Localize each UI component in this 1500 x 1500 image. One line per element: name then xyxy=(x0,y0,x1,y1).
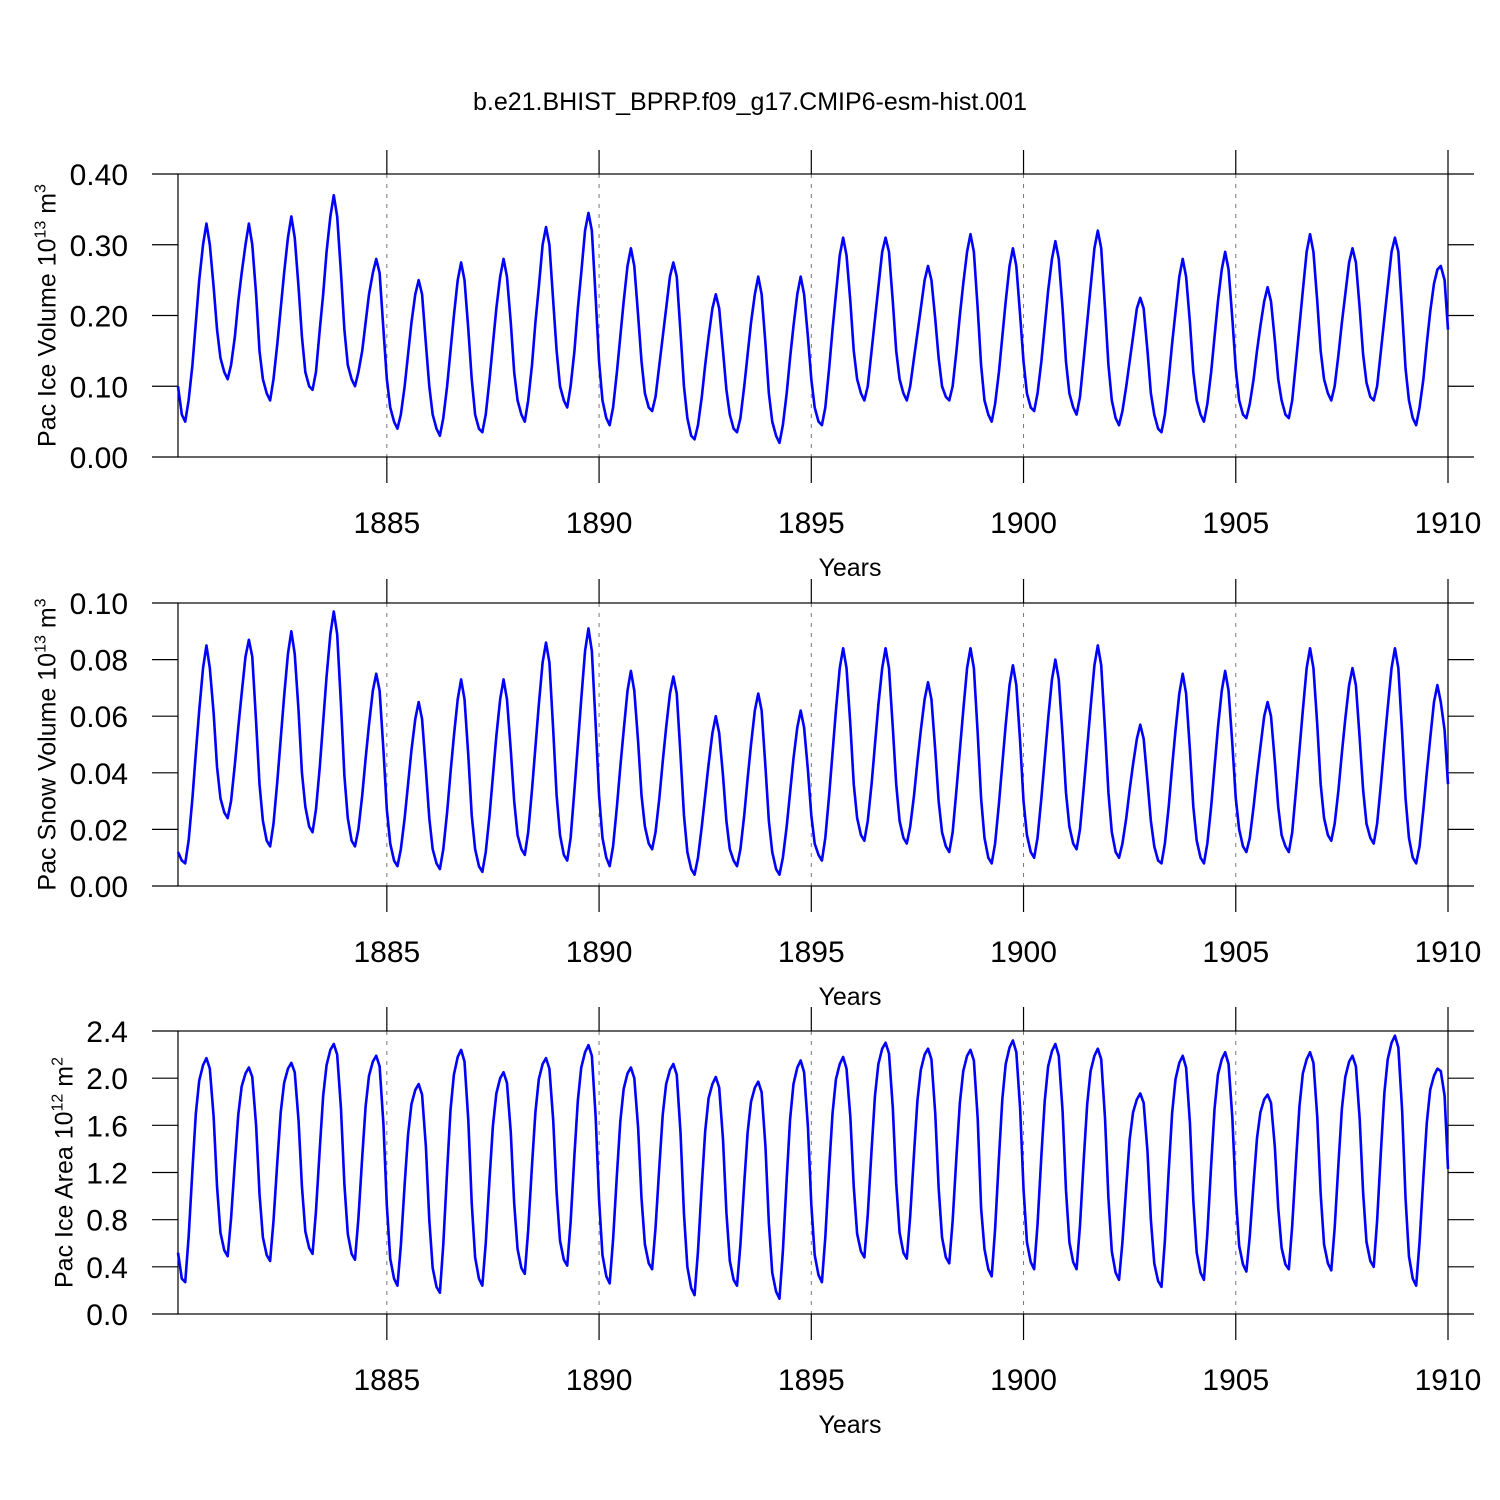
x-tick-label: 1890 xyxy=(566,507,633,540)
x-tick-label: 1910 xyxy=(1415,1364,1482,1397)
plot-frame xyxy=(177,602,1449,887)
y-axis-label: Pac Snow Volume 1013 m3 xyxy=(33,598,62,890)
x-tick-label: 1900 xyxy=(990,507,1057,540)
y-label-exponent: 12 xyxy=(49,1094,66,1112)
x-tick-label: 1885 xyxy=(353,507,420,540)
y-label-exponent: 2 xyxy=(49,1057,66,1066)
y-label-exponent: 13 xyxy=(33,221,50,239)
y-tick-label: 0.8 xyxy=(86,1205,128,1238)
y-tick-label: 2.0 xyxy=(86,1063,128,1096)
y-label-text: Pac Snow Volume 10 xyxy=(34,653,62,891)
y-tick-label: 0.00 xyxy=(70,871,128,904)
y-label-text: m xyxy=(34,607,62,635)
y-label-exponent: 13 xyxy=(33,635,50,653)
y-tick-label: 0.10 xyxy=(70,371,128,404)
x-tick-label: 1890 xyxy=(566,1364,633,1397)
y-tick-label: 2.4 xyxy=(86,1016,128,1049)
data-line xyxy=(176,1034,1450,1300)
x-tick-label: 1895 xyxy=(778,507,845,540)
x-tick-label: 1910 xyxy=(1415,936,1482,969)
y-tick-label: 0.0 xyxy=(86,1299,128,1332)
y-tick-label: 0.10 xyxy=(70,588,128,621)
x-tick-label: 1885 xyxy=(353,936,420,969)
x-tick-label: 1895 xyxy=(778,1364,845,1397)
y-tick-label: 1.2 xyxy=(86,1158,128,1191)
data-line xyxy=(176,193,1450,445)
x-tick-label: 1895 xyxy=(778,936,845,969)
x-tick-label: 1900 xyxy=(990,936,1057,969)
y-tick-label: 0.04 xyxy=(70,758,128,791)
y-label-text: Pac Ice Area 10 xyxy=(50,1111,78,1288)
y-tick-label: 0.20 xyxy=(70,301,128,334)
y-axis-label: Pac Ice Area 1012 m2 xyxy=(49,1057,78,1288)
plot-frame xyxy=(177,1030,1449,1315)
y-label-exponent: 3 xyxy=(33,184,50,193)
y-label-text: m xyxy=(34,193,62,221)
y-tick-label: 1.6 xyxy=(86,1110,128,1143)
y-label-exponent: 3 xyxy=(33,598,50,607)
x-axis-label: Years xyxy=(818,983,881,1011)
y-label-text: m xyxy=(50,1066,78,1094)
x-tick-label: 1905 xyxy=(1202,507,1269,540)
y-axis-label: Pac Ice Volume 1013 m3 xyxy=(33,184,62,447)
x-tick-label: 1890 xyxy=(566,936,633,969)
y-tick-label: 0.30 xyxy=(70,230,128,263)
y-tick-label: 0.00 xyxy=(70,442,128,475)
x-axis-label: Years xyxy=(818,1411,881,1439)
y-tick-label: 0.02 xyxy=(70,814,128,847)
y-tick-label: 0.06 xyxy=(70,701,128,734)
chart-title: b.e21.BHIST_BPRP.f09_g17.CMIP6-esm-hist.… xyxy=(473,88,1027,116)
y-tick-label: 0.4 xyxy=(86,1252,128,1285)
x-tick-label: 1910 xyxy=(1415,507,1482,540)
data-line xyxy=(176,610,1450,876)
y-tick-label: 0.40 xyxy=(70,159,128,192)
x-tick-label: 1885 xyxy=(353,1364,420,1397)
x-tick-label: 1905 xyxy=(1202,1364,1269,1397)
plot-frame xyxy=(177,173,1449,458)
x-tick-label: 1900 xyxy=(990,1364,1057,1397)
y-label-text: Pac Ice Volume 10 xyxy=(34,239,62,447)
x-axis-label: Years xyxy=(818,554,881,582)
y-tick-label: 0.08 xyxy=(70,645,128,678)
x-tick-label: 1905 xyxy=(1202,936,1269,969)
